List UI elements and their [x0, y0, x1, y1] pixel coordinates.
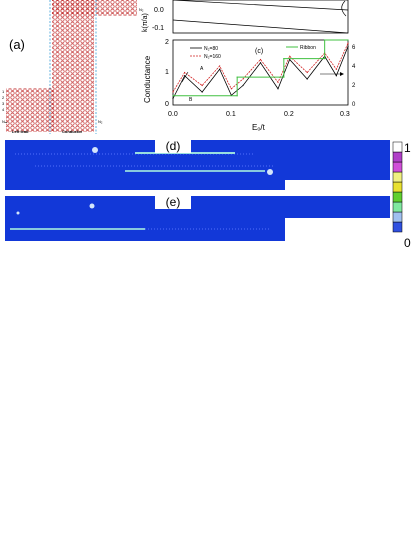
row-label-3: 3: [2, 101, 5, 106]
series-2-point-7: [347, 39, 349, 41]
series-2-point-4: [283, 57, 285, 60]
panel-c-label: (c): [255, 48, 263, 55]
conductor-label: Conductor: [62, 129, 83, 134]
colorbar-swatch-8: [392, 221, 403, 233]
series-0-point-9: [306, 78, 308, 80]
series-1-point-4: [230, 88, 232, 90]
series-1-point-1: [184, 71, 186, 74]
series-0-point-12: [347, 45, 349, 48]
colorbar-swatch-6: [392, 201, 403, 213]
panel-d-label: (d): [166, 140, 181, 153]
colorbar-swatch-5: [392, 191, 403, 203]
row-label-nm: Nₘ: [2, 119, 8, 124]
panel-c-xtick-1: 0.1: [226, 111, 236, 118]
series-0-point-1: [184, 75, 186, 77]
series-1-point-2: [201, 84, 203, 87]
panel-b-ytick-1: -0.1: [152, 25, 164, 32]
series-0-point-8: [289, 58, 291, 61]
colorbar-swatch-2: [392, 161, 403, 173]
series-1-point-8: [289, 55, 291, 57]
panel-e-label: (e): [166, 196, 181, 209]
row-label-1: 1: [2, 89, 5, 94]
series-0-point-5: [242, 84, 244, 87]
colorbar-swatch-0: [392, 141, 403, 153]
series-0-point-3: [219, 68, 221, 70]
colorbar-swatch-4: [392, 181, 403, 193]
plots-b-c: 0.0 -0.1 k(π/a) (c) N₂=80 N₂=160 Ribbon …: [142, 0, 356, 132]
conductor-region: [52, 0, 94, 132]
series-0-point-6: [259, 62, 262, 64]
series-line-2: [173, 39, 348, 97]
point-label-b: B: [189, 97, 193, 103]
panel-b-ytick-0: 0.0: [154, 7, 164, 14]
panel-c-xtick-0: 0.0: [168, 111, 178, 118]
panel-c-rytick-0: 0: [352, 102, 356, 108]
series-2-point-6: [324, 39, 326, 41]
panel-c-plot: (c) N₂=80 N₂=160 Ribbon A B 2 1 0 6 4 2 …: [143, 39, 356, 132]
series-0-point-2: [201, 91, 203, 93]
series-1-point-3: [219, 65, 221, 67]
series-1-point-0: [172, 91, 174, 93]
series-1-point-9: [306, 71, 308, 74]
panel-c-rytick-4: 4: [352, 64, 356, 70]
panel-c-xlabel: Eₒ/t: [252, 123, 266, 132]
colorbar-bottom-label: 0: [404, 236, 411, 250]
panel-c-ytick-0: 0: [165, 101, 169, 108]
panel-b-plot: 0.0 -0.1 k(π/a): [142, 0, 349, 34]
series-2-point-0: [172, 95, 174, 97]
legend-item-ribbon: Ribbon: [300, 45, 316, 51]
series-1-point-7: [277, 81, 279, 83]
colorbar-swatch-7: [392, 211, 403, 223]
series-2-point-5: [324, 57, 326, 60]
panel-b-ylabel: k(π/a): [142, 13, 149, 32]
series-1-point-6: [259, 58, 262, 61]
panel-c-rytick-6: 6: [352, 45, 356, 51]
colorbar-swatch-3: [392, 171, 403, 183]
series-0-point-0: [172, 97, 174, 100]
panel-c-rytick-2: 2: [352, 83, 356, 89]
colorbar-top-label: 1: [404, 141, 411, 155]
panel-e-map: (e): [5, 195, 390, 246]
series-2-point-3: [283, 76, 285, 78]
series-1-point-11: [335, 68, 337, 70]
panel-a-lattice-figure: (a) 1 2 3 4 Nₘ N₂ N₂ Left lead Conductor: [2, 0, 144, 134]
series-2-point-1: [236, 95, 238, 97]
series-1-point-5: [242, 78, 244, 80]
colorbar-swatch-1: [392, 151, 403, 163]
panel-c-xtick-3: 0.3: [340, 111, 350, 118]
colorbar: 1 0: [392, 140, 415, 250]
legend-item-n160: N₂=160: [204, 54, 221, 60]
left-lead: [6, 88, 54, 132]
row-label-2: 2: [2, 95, 5, 100]
panel-c-ytick-1: 1: [165, 69, 169, 76]
series-0-point-11: [335, 75, 337, 77]
panel-c-frame: [172, 39, 349, 106]
legend-item-n80: N₂=80: [204, 46, 218, 52]
series-1-point-12: [347, 42, 349, 44]
panel-d-map: (d): [5, 139, 390, 190]
panel-c-xtick-2: 0.2: [284, 111, 294, 118]
panel-c-ylabel: Conductance: [143, 55, 152, 103]
point-label-a: A: [200, 66, 204, 72]
conductor-width-label: N₂: [98, 119, 103, 124]
panel-c-ytick-2: 2: [165, 39, 169, 46]
series-2-point-2: [236, 76, 238, 78]
series-0-point-7: [277, 88, 279, 90]
top-right-label: N₂: [139, 7, 144, 12]
panel-a-label: (a): [9, 37, 25, 52]
left-lead-label: Left lead: [12, 129, 29, 134]
row-label-4: 4: [2, 107, 5, 112]
